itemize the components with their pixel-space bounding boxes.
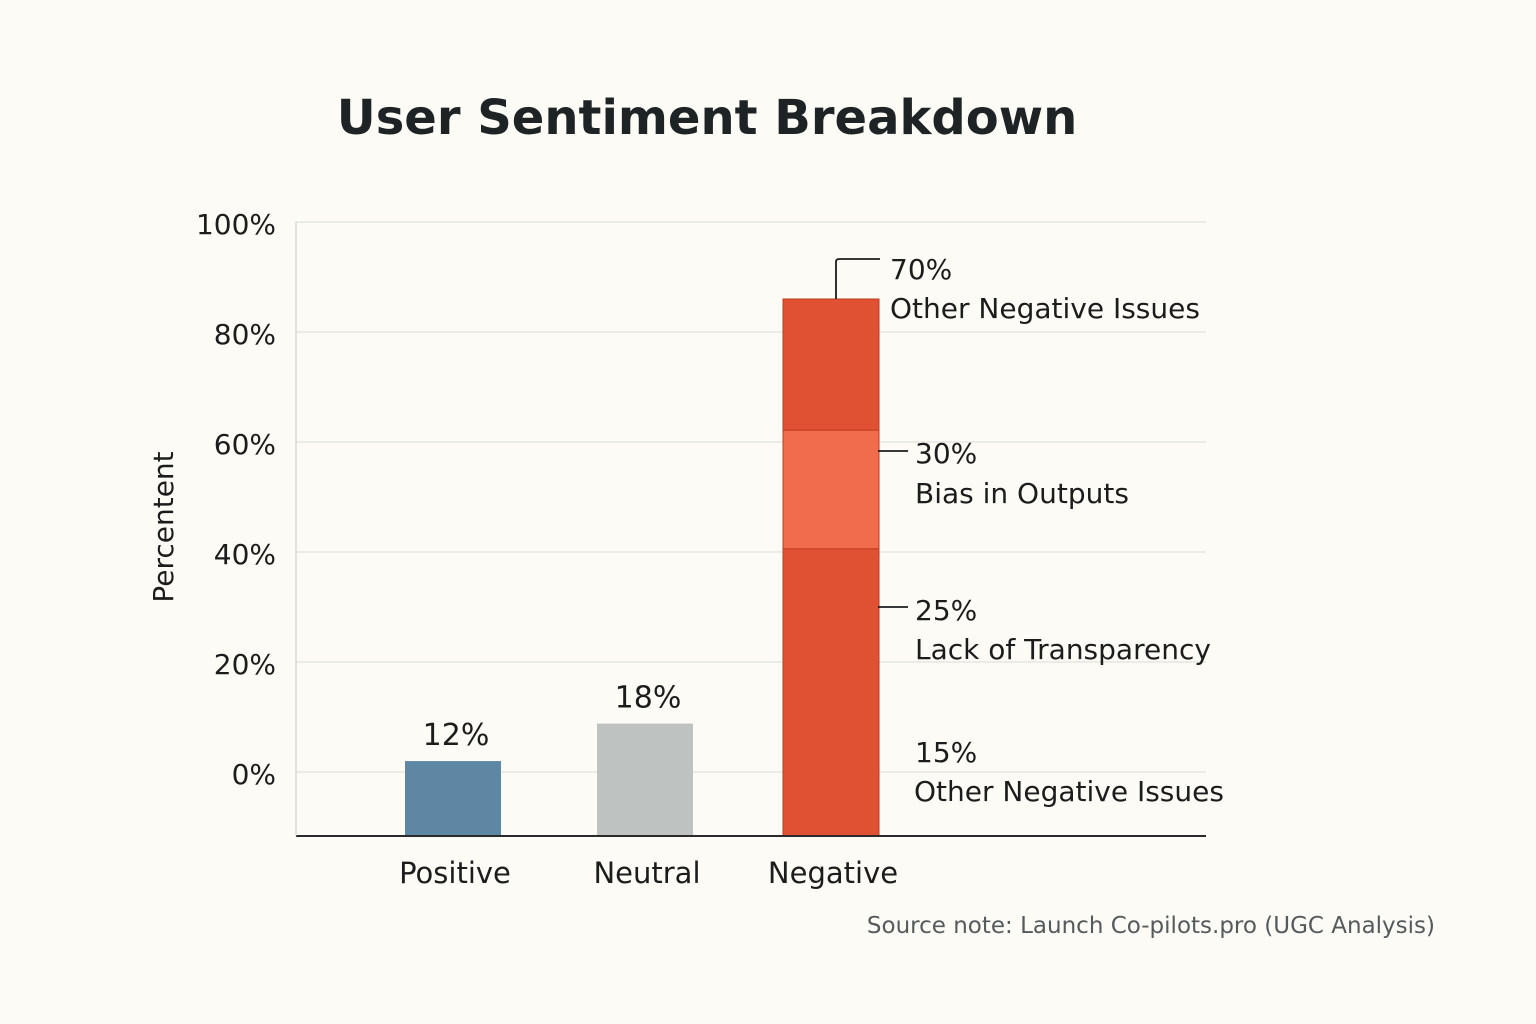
annotation-3-pct: 25% — [915, 594, 977, 627]
annotation-3-label: Lack of Transparency — [915, 633, 1211, 666]
y-axis-ticks: 100% 80% 60% 40% 20% 0% — [196, 208, 276, 791]
bars — [405, 298, 880, 837]
annotation-1-pct: 70% — [890, 253, 952, 286]
y-tick-label: 60% — [214, 428, 276, 461]
annotation-leader-1 — [835, 258, 880, 299]
source-note: Source note: Launch Co-pilots.pro (UGC A… — [867, 913, 1435, 939]
bar-negative-segment-3 — [782, 298, 880, 431]
y-tick-label: 40% — [214, 538, 276, 571]
y-axis-label: Percentent — [147, 451, 180, 602]
chart-title: User Sentiment Breakdown — [337, 90, 1078, 146]
y-tick-label: 80% — [214, 318, 276, 351]
bar-negative-segment-2 — [782, 429, 880, 550]
value-label-positive: 12% — [423, 718, 490, 753]
bar-positive — [405, 761, 501, 836]
category-label-positive: Positive — [399, 856, 511, 890]
y-tick-label: 20% — [214, 648, 276, 681]
category-label-neutral: Neutral — [593, 856, 700, 890]
value-label-neutral: 18% — [615, 681, 682, 716]
bar-neutral — [597, 723, 693, 836]
category-label-negative: Negative — [768, 856, 898, 890]
annotation-4-label: Other Negative Issues — [914, 775, 1224, 808]
y-tick-label: 0% — [232, 758, 276, 791]
bar-negative-segment-1 — [782, 548, 880, 837]
annotation-2-label: Bias in Outputs — [915, 477, 1129, 510]
x-axis-categories: Positive Neutral Negative — [399, 856, 898, 890]
value-labels: 12% 18% — [423, 681, 682, 753]
annotation-1-label: Other Negative Issues — [890, 292, 1200, 325]
annotation-2-pct: 30% — [915, 437, 977, 470]
y-tick-label: 100% — [196, 208, 276, 241]
annotation-4-pct: 15% — [915, 736, 977, 769]
